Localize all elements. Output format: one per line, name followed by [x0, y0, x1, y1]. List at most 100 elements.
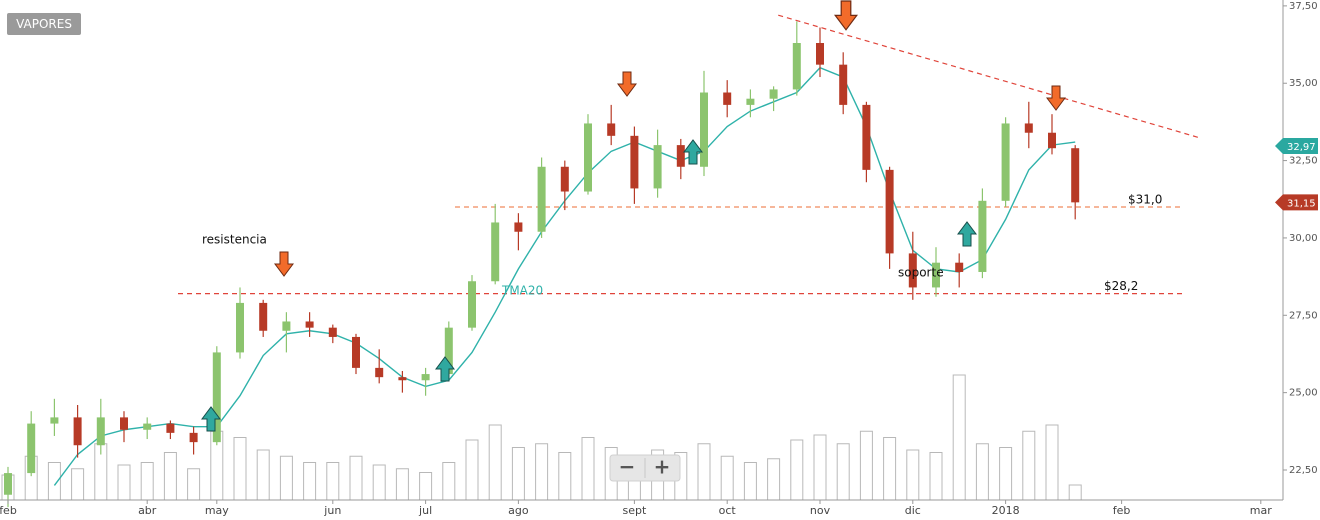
candle-body: [27, 423, 36, 474]
x-tick-label: feb: [0, 504, 17, 517]
candle-body: [746, 98, 755, 105]
plot-area: [1, 14, 1199, 508]
volume-bar: [1022, 430, 1036, 501]
candle-body: [862, 104, 871, 170]
x-tick-label: may: [205, 504, 229, 517]
zoom-out[interactable]: −: [619, 455, 636, 479]
volume-bar: [419, 472, 433, 501]
volume-bar: [303, 462, 317, 501]
y-tick-label: 27,50: [1289, 310, 1318, 321]
x-tick-label: abr: [138, 504, 157, 517]
volume-bar: [883, 437, 897, 501]
candle-body: [468, 281, 476, 328]
x-tick-label: jul: [418, 504, 432, 517]
candle-body: [259, 302, 268, 331]
candle-body: [560, 166, 569, 192]
candle-body: [120, 417, 128, 430]
sell-arrow: [833, 0, 859, 31]
volume-bar: [372, 464, 386, 501]
candle-body: [189, 432, 198, 443]
volume-bar: [395, 468, 409, 501]
badge: VAPORES: [7, 13, 81, 35]
volume-bar: [1045, 424, 1059, 501]
volume-bar: [326, 462, 340, 501]
candle-body: [1024, 123, 1033, 133]
zoom-in[interactable]: +: [654, 455, 671, 479]
x-tick-label: sept: [623, 504, 647, 517]
candle-body: [421, 374, 430, 381]
candle-body: [955, 262, 964, 272]
volume-bar: [836, 443, 850, 501]
volume-bar: [442, 462, 456, 501]
candle-body: [792, 43, 801, 90]
candle-body: [282, 321, 291, 331]
volume-bar: [233, 437, 247, 501]
zoom-controls: − +: [609, 454, 681, 482]
candle-body: [653, 145, 662, 189]
candle-body: [700, 92, 708, 167]
trend-line: [778, 14, 1199, 138]
candle-body: [584, 123, 592, 192]
annotation: soporte: [898, 266, 944, 280]
volume-bar: [558, 452, 572, 501]
buy-arrow: [435, 356, 455, 382]
volume-bar: [117, 464, 131, 501]
candle-body: [305, 321, 314, 328]
volume-bar: [581, 437, 595, 501]
candle-body: [166, 423, 175, 433]
candle-body: [885, 169, 894, 254]
volume-bar: [1068, 484, 1082, 501]
candle-body: [816, 43, 824, 65]
candle-body: [4, 473, 12, 495]
series-label: TMA20: [501, 284, 543, 298]
candle-body: [978, 200, 987, 272]
y-tick-label: 22,50: [1289, 465, 1318, 476]
candle-body: [143, 423, 152, 430]
buy-arrow: [201, 406, 221, 432]
volume-bar: [697, 443, 711, 501]
sell-arrow: [617, 71, 637, 97]
volume-bar: [906, 449, 920, 501]
candle-body: [50, 417, 59, 424]
candle-body: [375, 367, 384, 378]
candle-body: [236, 302, 244, 353]
y-tick-label: 25,00: [1289, 388, 1318, 399]
volume-bar: [720, 455, 734, 501]
candle-body: [932, 262, 940, 288]
volume-bar: [511, 447, 525, 501]
volume-bar: [535, 443, 549, 501]
volume-bar: [975, 443, 989, 501]
volume-bar: [743, 462, 757, 501]
chart-title: VAPORES: [16, 17, 72, 31]
volume-bar: [859, 430, 873, 501]
x-tick-label: ago: [508, 504, 529, 517]
price-tag-label: 31,15: [1287, 198, 1316, 209]
volume-bar: [279, 455, 293, 501]
price-tag-label: 32,97: [1287, 142, 1316, 153]
volume-bar: [187, 468, 201, 501]
candle-body: [607, 123, 616, 136]
y-tick-label: 37,50: [1289, 1, 1318, 12]
price-tag: [1275, 138, 1318, 155]
volume-bar: [813, 434, 827, 501]
sell-arrow: [1046, 85, 1066, 111]
volume-bar: [929, 452, 943, 501]
candle-body: [908, 253, 917, 288]
volume-bar: [488, 424, 502, 501]
candle-body: [73, 417, 82, 446]
x-tick-label: feb: [1113, 504, 1131, 517]
y-tick-label: 30,00: [1289, 233, 1318, 244]
level-label: $31,0: [1128, 192, 1162, 206]
candle-body: [839, 64, 848, 105]
candle-body: [398, 377, 407, 381]
candle-body: [352, 336, 360, 368]
x-tick-label: nov: [810, 504, 831, 517]
volume-bar: [999, 447, 1013, 501]
candle-body: [491, 222, 500, 282]
x-tick-label: 2018: [992, 504, 1020, 517]
x-tick-label: jun: [323, 504, 341, 517]
volume-bar: [790, 439, 804, 501]
buy-arrow: [683, 139, 703, 165]
volume-bar: [767, 458, 781, 501]
